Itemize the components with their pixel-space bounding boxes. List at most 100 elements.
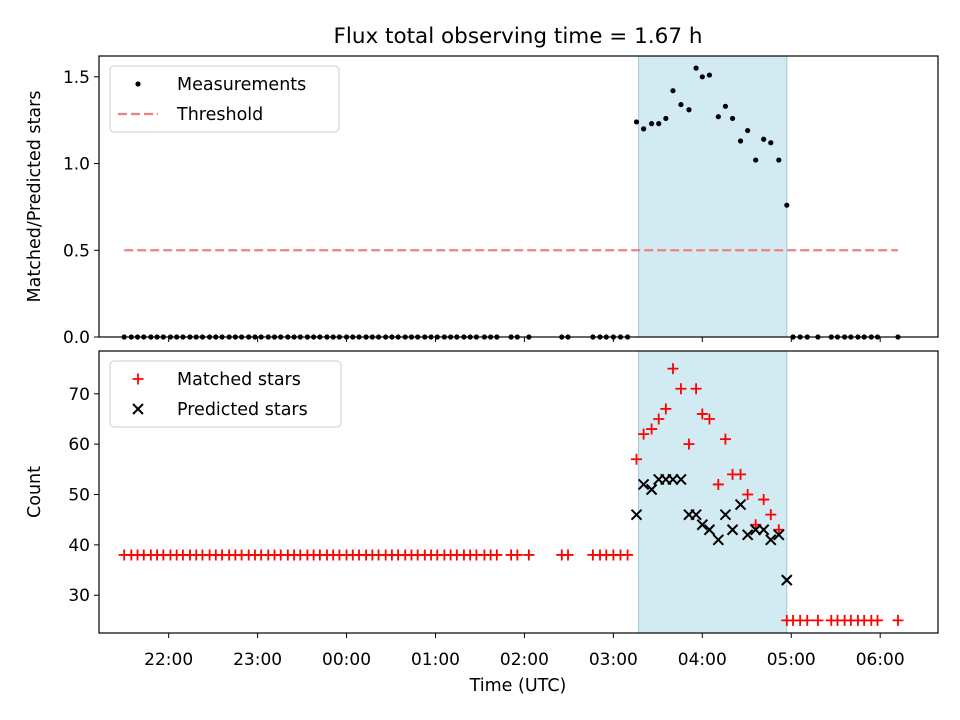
- axes-frame: [98, 350, 939, 634]
- measurement-point: [678, 101, 684, 108]
- matched-star-point: [735, 468, 747, 480]
- x-tick-label: 23:00: [233, 650, 282, 670]
- measurement-point: [633, 119, 640, 125]
- y-axis-label: Matched/Predicted stars: [25, 91, 45, 303]
- x-axis-label: Time (UTC): [469, 676, 567, 696]
- panel-star-count: 30 40 50 60 70 Count Matched stars Predicted st…: [25, 350, 939, 638]
- predicted-star-point: [703, 524, 716, 536]
- matched-star-point: [667, 363, 679, 375]
- matched-star-point: [892, 614, 904, 626]
- measurement-point: [729, 115, 736, 122]
- legend-marker-measurements: [135, 81, 141, 87]
- y-axis-label: Count: [25, 466, 45, 518]
- predicted-star-point: [726, 524, 739, 536]
- x-tick-label: 04:00: [678, 650, 727, 670]
- y-tick-label: 1.0: [63, 155, 90, 175]
- measurement-point: [784, 202, 790, 208]
- y-tick-label: 0.5: [63, 241, 90, 261]
- measurement-point: [737, 138, 744, 144]
- measurement-point: [656, 121, 662, 127]
- matched-star-point: [758, 494, 770, 506]
- y-tick-label: 0.0: [63, 328, 90, 348]
- matched-star-point: [491, 549, 503, 561]
- matched-star-point: [742, 489, 754, 501]
- measurement-point: [706, 72, 713, 78]
- measurement-point: [722, 103, 729, 109]
- matched-star-point: [660, 403, 672, 415]
- predicted-star-point: [741, 529, 754, 541]
- observing-span: [638, 350, 788, 634]
- matched-star-point: [801, 614, 813, 626]
- matched-star-point: [622, 549, 634, 561]
- predicted-star-point: [781, 574, 793, 586]
- x-tick-label: 00:00: [322, 650, 371, 670]
- measurement-point: [768, 140, 774, 146]
- x-tick-label: 05:00: [767, 650, 816, 670]
- y-tick-label: 60: [68, 435, 90, 455]
- predicted-star-point: [696, 519, 709, 531]
- measurement-point: [686, 107, 692, 113]
- measurement-point: [699, 74, 705, 80]
- measurement-point: [753, 157, 759, 163]
- legend-box: [109, 360, 342, 428]
- matched-star-point: [653, 413, 665, 425]
- measurement-point: [745, 127, 751, 134]
- y-tick-label: 50: [68, 486, 90, 506]
- predicted-star-point: [645, 483, 658, 496]
- x-tick-label: 02:00: [500, 650, 549, 670]
- predicted-star-point: [690, 508, 702, 521]
- y-tick-label: 70: [68, 385, 90, 405]
- matched-star-point: [562, 549, 574, 561]
- predicted-star-point: [675, 473, 687, 486]
- measurement-point: [670, 88, 676, 94]
- x-tick-label: 01:00: [411, 650, 460, 670]
- chart-title: Flux total observing time = 1.67 h: [334, 24, 703, 49]
- measurement-point: [649, 121, 655, 127]
- matched-star-point: [630, 453, 642, 465]
- measurement-point: [663, 115, 669, 122]
- measurement-point: [641, 126, 647, 132]
- legend-label: Threshold: [176, 105, 263, 125]
- measurement-point: [776, 157, 782, 163]
- predicted-star-point: [765, 534, 777, 546]
- axes-frame: [98, 55, 939, 338]
- measurement-point: [761, 136, 767, 142]
- predicted-star-point: [757, 524, 770, 536]
- predicted-star-point: [712, 534, 725, 546]
- matched-star-point: [812, 614, 824, 626]
- x-tick-label: 03:00: [589, 650, 638, 670]
- matched-star-point: [712, 478, 724, 490]
- predicted-star-point: [773, 529, 785, 541]
- matched-star-point: [675, 383, 687, 395]
- panel-flux-ratio: 0.0 0.5 1.0 1.5 Matched/Predicted stars Measu…: [25, 55, 939, 348]
- matched-star-point: [638, 428, 650, 440]
- matched-star-point: [683, 438, 695, 450]
- x-tick-label: 06:00: [856, 650, 905, 670]
- x-axis-ticks: 22:00 23:00 00:00 01:00 02:00 03:00 04:00 05:00…: [144, 650, 905, 670]
- legend-label: Measurements: [177, 75, 306, 95]
- legend-label: Matched stars: [177, 370, 301, 390]
- matched-star-point: [703, 413, 715, 425]
- matched-star-point: [646, 423, 658, 435]
- observing-span: [638, 55, 788, 338]
- predicted-star-point: [734, 498, 747, 511]
- predicted-star-point: [630, 508, 643, 521]
- x-tick-label: 22:00: [144, 650, 193, 670]
- legend-box: [109, 65, 340, 133]
- matched-star-point: [872, 614, 884, 626]
- matched-star-point: [719, 433, 731, 445]
- matched-star-point: [523, 549, 535, 561]
- y-tick-label: 1.5: [63, 68, 90, 88]
- measurement-point: [715, 114, 721, 120]
- matched-star-point: [696, 408, 708, 420]
- y-tick-label: 30: [68, 586, 90, 606]
- y-tick-label: 40: [68, 536, 90, 556]
- measurement-point: [693, 65, 699, 71]
- legend-label: Predicted stars: [177, 400, 308, 420]
- predicted-star-point: [637, 478, 650, 491]
- matched-star-point: [511, 549, 523, 561]
- matched-star-point: [690, 383, 702, 395]
- legend-marker-matched: [132, 373, 144, 385]
- predicted-star-point: [719, 508, 732, 521]
